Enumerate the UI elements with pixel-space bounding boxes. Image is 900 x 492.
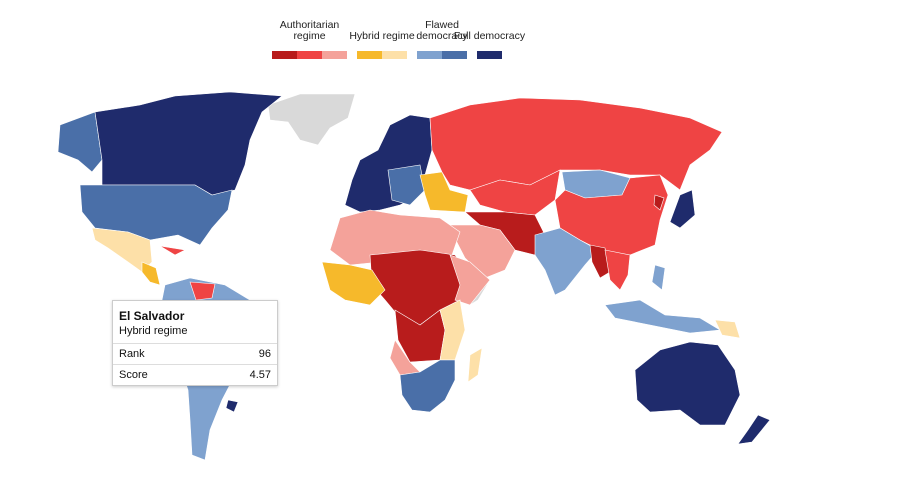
cuba: [159, 245, 186, 256]
legend-label: Authoritarian regime: [279, 19, 340, 42]
southern-africa: [399, 359, 456, 413]
usa: [79, 184, 233, 246]
greenland: [267, 93, 356, 146]
tooltip-row: Rank 96: [113, 343, 277, 364]
legend-label: Hybrid regime: [349, 30, 415, 42]
row-label: Score: [119, 369, 148, 381]
legend-swatch: [417, 51, 442, 59]
row-value: 4.57: [249, 369, 271, 381]
legend-swatch: [382, 51, 407, 59]
tooltip: El Salvador Hybrid regime Rank 96 Score 4.5…: [112, 300, 278, 386]
tooltip-rows: Rank 96 Score 4.57: [113, 343, 277, 385]
legend-item: Full democracy: [454, 18, 525, 59]
canada: [94, 91, 283, 196]
row-value: 96: [258, 348, 271, 360]
uruguay: [225, 399, 239, 413]
legend-swatch: [357, 51, 382, 59]
legend-item: Flawed democracy: [416, 18, 468, 59]
legend-swatches: [477, 51, 502, 59]
madagascar: [467, 347, 483, 383]
tooltip-row: Score 4.57: [113, 364, 277, 385]
india: [534, 227, 599, 296]
legend-swatches: [417, 51, 467, 59]
legend-label: Full democracy: [453, 30, 526, 42]
australia: [634, 341, 741, 426]
legend-swatch: [442, 51, 467, 59]
ukraine-turkey: [419, 171, 469, 213]
tooltip-regime: Hybrid regime: [119, 325, 188, 337]
se-asia: [604, 249, 631, 291]
indonesia: [604, 299, 721, 334]
legend-swatch: [477, 51, 502, 59]
central-america: [141, 261, 161, 286]
row-label: Rank: [119, 348, 145, 360]
new-zealand: [737, 414, 771, 445]
legend-swatch: [322, 51, 347, 59]
legend-item: Authoritarian regime: [272, 18, 347, 59]
japan: [669, 189, 696, 229]
alaska: [57, 111, 103, 173]
somalia: [469, 279, 491, 306]
png: [714, 319, 741, 339]
eastern-europe: [387, 164, 426, 206]
venezuela: [189, 281, 216, 301]
legend-swatch: [272, 51, 297, 59]
legend: Authoritarian regime Hybrid regime Flawed …: [272, 18, 525, 59]
legend-swatches: [357, 51, 407, 59]
korea: [653, 194, 665, 211]
legend-swatch: [297, 51, 322, 59]
europe: [344, 114, 433, 213]
tooltip-country: El Salvador: [119, 309, 185, 323]
legend-item: Hybrid regime: [349, 18, 415, 59]
legend-swatches: [272, 51, 347, 59]
legend-label: Flawed democracy: [416, 19, 468, 42]
philippines: [651, 264, 666, 291]
myanmar: [589, 244, 611, 279]
west-africa: [321, 261, 386, 306]
